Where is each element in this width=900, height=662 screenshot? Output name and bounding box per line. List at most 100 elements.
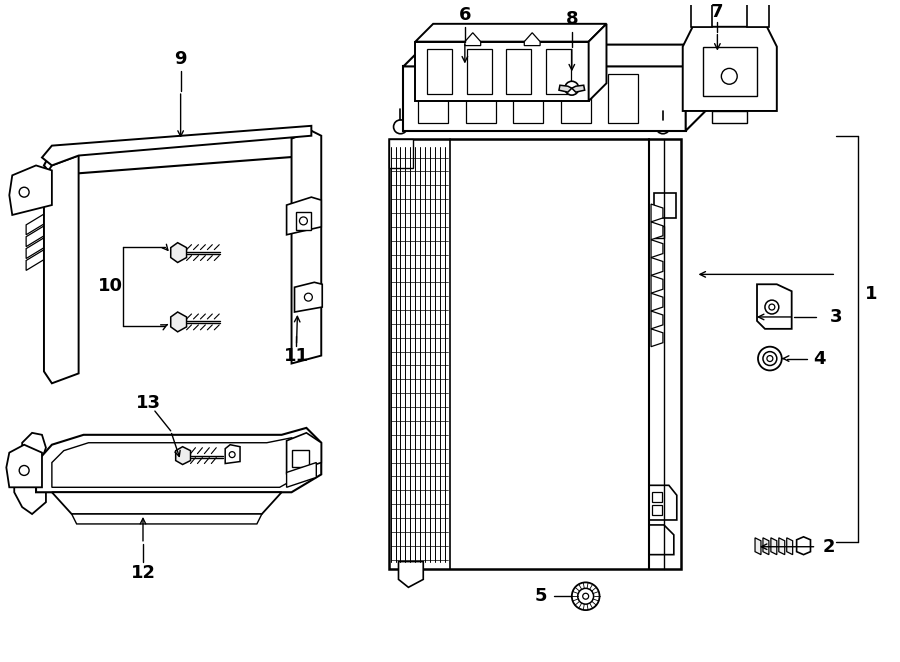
Polygon shape (292, 131, 321, 363)
Polygon shape (572, 85, 585, 92)
Text: 1: 1 (865, 285, 878, 303)
Polygon shape (763, 538, 769, 555)
Polygon shape (577, 56, 597, 71)
Bar (546, 48, 571, 94)
Bar (513, 74, 543, 123)
Polygon shape (72, 514, 262, 524)
Circle shape (304, 293, 312, 301)
Circle shape (300, 217, 308, 225)
Circle shape (230, 451, 235, 457)
Polygon shape (755, 538, 761, 555)
Bar (467, 48, 491, 94)
Polygon shape (686, 44, 707, 131)
Bar (690, 0, 713, 26)
Polygon shape (44, 131, 316, 175)
Polygon shape (171, 312, 186, 332)
Text: 12: 12 (130, 565, 156, 583)
Polygon shape (713, 111, 747, 123)
Bar (403, 66, 686, 131)
Polygon shape (651, 240, 663, 258)
Polygon shape (26, 229, 59, 259)
Polygon shape (651, 329, 663, 347)
Bar (415, 42, 589, 101)
Circle shape (19, 187, 29, 197)
Circle shape (656, 120, 670, 134)
Polygon shape (52, 438, 306, 487)
Bar (296, 212, 311, 230)
Text: 13: 13 (135, 394, 160, 412)
Polygon shape (651, 222, 663, 240)
Text: 7: 7 (711, 3, 724, 21)
Bar (654, 193, 676, 218)
Polygon shape (26, 241, 59, 270)
Bar (652, 493, 662, 502)
Polygon shape (559, 85, 572, 92)
Polygon shape (286, 463, 316, 487)
Polygon shape (525, 32, 540, 46)
Circle shape (765, 300, 778, 314)
Polygon shape (9, 166, 52, 215)
Circle shape (572, 583, 599, 610)
Polygon shape (651, 275, 663, 293)
Circle shape (722, 68, 737, 84)
Bar (703, 46, 757, 96)
Polygon shape (6, 445, 42, 487)
Polygon shape (44, 156, 78, 383)
Text: 6: 6 (459, 6, 471, 24)
Polygon shape (771, 538, 777, 555)
Polygon shape (796, 537, 811, 555)
Polygon shape (683, 26, 777, 111)
Polygon shape (778, 538, 785, 555)
Text: 4: 4 (814, 350, 825, 367)
Polygon shape (589, 24, 607, 101)
Bar (389, 139, 680, 569)
Polygon shape (399, 561, 423, 587)
Bar (561, 74, 590, 123)
Bar (747, 0, 769, 26)
Polygon shape (14, 433, 46, 514)
Polygon shape (171, 243, 186, 263)
Text: 9: 9 (175, 50, 187, 68)
Polygon shape (465, 32, 481, 46)
Polygon shape (508, 56, 527, 71)
Polygon shape (52, 493, 282, 514)
Polygon shape (294, 282, 322, 312)
Text: 11: 11 (284, 347, 309, 365)
Polygon shape (651, 258, 663, 275)
Polygon shape (415, 24, 607, 42)
Circle shape (19, 465, 29, 475)
Polygon shape (225, 445, 240, 463)
Bar (292, 449, 310, 467)
Bar (418, 74, 448, 123)
Circle shape (769, 304, 775, 310)
Text: 5: 5 (535, 587, 547, 605)
Polygon shape (651, 311, 663, 329)
Polygon shape (651, 293, 663, 311)
Polygon shape (649, 525, 674, 555)
Polygon shape (26, 217, 59, 247)
Polygon shape (36, 428, 321, 493)
Polygon shape (651, 204, 663, 222)
Polygon shape (286, 433, 321, 475)
Polygon shape (787, 538, 793, 555)
Circle shape (767, 355, 773, 361)
Bar (652, 505, 662, 515)
Text: 8: 8 (565, 10, 578, 28)
Circle shape (565, 81, 579, 95)
Bar (507, 48, 531, 94)
Polygon shape (438, 56, 458, 71)
Bar (466, 74, 496, 123)
Circle shape (758, 347, 782, 371)
Bar (428, 48, 452, 94)
Text: 2: 2 (824, 538, 835, 555)
Polygon shape (286, 197, 321, 235)
Polygon shape (649, 485, 677, 520)
Circle shape (582, 593, 589, 599)
Bar (608, 74, 638, 123)
Bar (654, 226, 664, 238)
Polygon shape (389, 139, 413, 168)
Circle shape (578, 589, 594, 604)
Circle shape (763, 352, 777, 365)
Polygon shape (26, 205, 59, 235)
Polygon shape (176, 447, 191, 465)
